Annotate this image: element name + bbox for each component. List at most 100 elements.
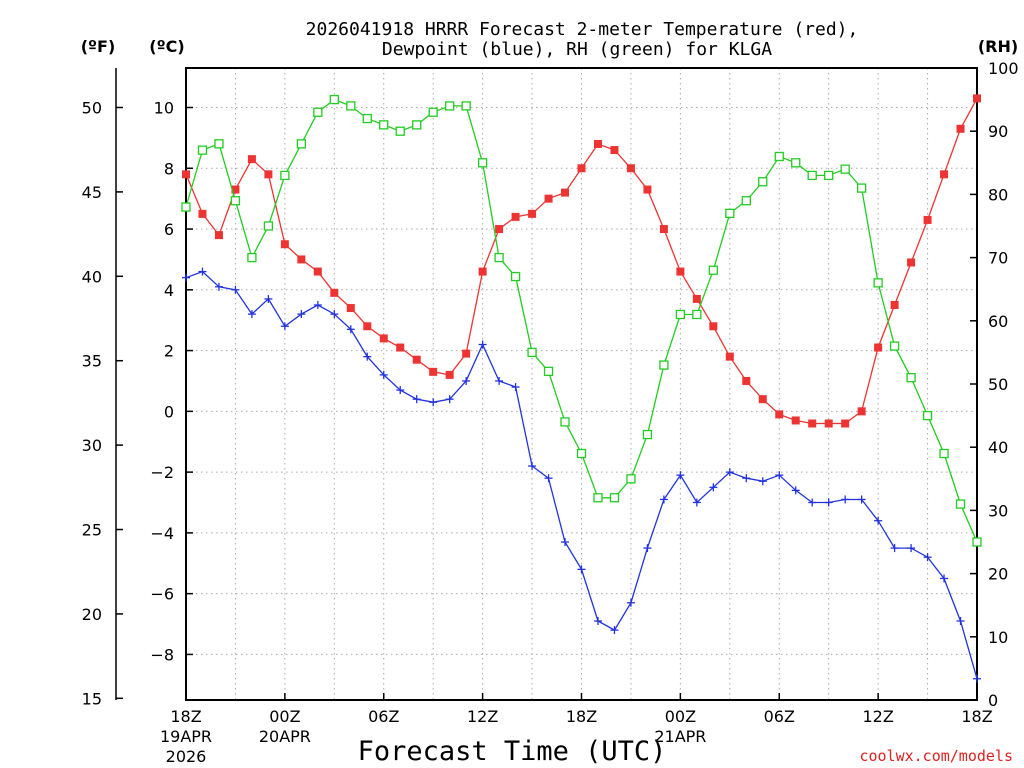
- rh-unit-label: (RH): [978, 37, 1018, 56]
- rh-point: [313, 107, 323, 117]
- temperature-point: [610, 146, 619, 155]
- rh-point: [824, 170, 834, 181]
- fahrenheit-tick-label: 25: [82, 521, 102, 540]
- rh-point: [939, 448, 949, 459]
- rh-point: [510, 271, 521, 282]
- temperature-point: [824, 419, 833, 428]
- rh-point: [247, 252, 257, 263]
- fahrenheit-tick-label: 45: [82, 183, 102, 202]
- rh-point: [972, 537, 982, 547]
- rh-point: [840, 164, 850, 174]
- temperature-point: [528, 209, 537, 218]
- rh-point: [659, 360, 669, 370]
- temperature-point: [511, 212, 520, 221]
- x-tick-date-label: 21APR: [654, 727, 706, 746]
- temperature-point: [495, 225, 504, 234]
- temperature-point: [280, 240, 289, 249]
- dewpoint-point: [544, 474, 553, 483]
- dewpoint-point: [478, 340, 487, 349]
- dewpoint-point: [676, 471, 685, 480]
- rh-point: [197, 145, 208, 155]
- x-tick-date-label: 20APR: [259, 727, 311, 746]
- dewpoint-point: [264, 294, 273, 303]
- x-tick-label: 18Z: [170, 707, 201, 726]
- temperature-point: [692, 294, 701, 303]
- x-tick-label: 06Z: [764, 707, 795, 726]
- temperature-point: [676, 267, 685, 276]
- celsius-tick-label: 4: [164, 281, 174, 300]
- temperature-point: [231, 185, 240, 194]
- temperature-point: [198, 209, 207, 218]
- temperature-point: [940, 170, 949, 179]
- fahrenheit-tick-label: 50: [82, 99, 102, 118]
- rh-point: [527, 347, 537, 358]
- rh-point: [889, 341, 900, 351]
- fahrenheit-tick-label: 40: [82, 267, 102, 286]
- dewpoint-point: [346, 325, 355, 334]
- rh-point: [412, 120, 422, 130]
- celsius-tick-label: 2: [164, 342, 174, 361]
- fahrenheit-tick-label: 20: [82, 605, 102, 624]
- temperature-point: [577, 164, 586, 173]
- rh-point: [296, 139, 307, 149]
- rh-tick-label: 100: [988, 59, 1019, 78]
- rh-point: [675, 309, 686, 320]
- temperature-point: [709, 322, 718, 331]
- temperature-point: [775, 410, 784, 419]
- dewpoint-point: [956, 617, 965, 625]
- temperature-point: [890, 301, 899, 309]
- dewpoint-point: [198, 267, 207, 276]
- rh-point: [263, 221, 274, 231]
- rh-point: [428, 107, 438, 117]
- celsius-tick-label: −2: [150, 463, 174, 482]
- dewpoint-point: [182, 273, 190, 282]
- rh-tick-label: 60: [988, 312, 1008, 331]
- temperature-point: [429, 367, 438, 376]
- dewpoint-point: [808, 498, 817, 507]
- dewpoint-point: [379, 370, 388, 379]
- rh-point: [346, 101, 356, 111]
- rh-tick-label: 20: [988, 565, 1008, 584]
- temperature-point: [643, 185, 652, 194]
- dewpoint-point: [511, 383, 520, 392]
- dewpoint-point: [412, 395, 421, 404]
- temperature-point: [214, 231, 223, 240]
- temperature-point: [264, 170, 273, 179]
- dewpoint-point: [593, 617, 602, 625]
- rh-point: [560, 417, 570, 427]
- temperature-point: [330, 288, 339, 297]
- rh-point: [477, 158, 488, 168]
- temperature-point: [791, 416, 800, 425]
- dewpoint-point: [363, 352, 372, 361]
- dewpoint-point: [297, 310, 306, 319]
- rh-point: [922, 410, 933, 421]
- temperature-point: [462, 349, 471, 358]
- x-tick-label: 00Z: [269, 707, 300, 726]
- temperature-point: [363, 322, 372, 331]
- celsius-tick-label: −4: [150, 524, 174, 543]
- rh-point: [642, 429, 653, 440]
- x-tick-label: 06Z: [368, 707, 399, 726]
- dewpoint-point: [791, 486, 800, 495]
- dewpoint-point: [857, 495, 866, 504]
- temperature-point: [907, 258, 916, 267]
- dewpoint-point: [231, 285, 240, 294]
- dewpoint-point: [396, 386, 405, 395]
- temperature-point: [758, 395, 767, 404]
- rh-point: [181, 202, 191, 212]
- rh-point: [494, 252, 504, 263]
- temperature-point: [313, 267, 322, 276]
- rh-tick-label: 40: [988, 438, 1008, 457]
- rh-tick-label: 90: [988, 122, 1008, 141]
- temperature-point: [297, 255, 306, 264]
- x-tick-label: 18Z: [566, 707, 597, 726]
- rh-point: [214, 139, 224, 149]
- dewpoint-point: [709, 483, 718, 492]
- dewpoint-point: [692, 498, 701, 507]
- temperature-point: [874, 343, 883, 352]
- x-tick-label: 12Z: [467, 707, 498, 726]
- dewpoint-point: [462, 376, 471, 385]
- rh-point: [543, 366, 554, 377]
- dewpoint-point: [528, 462, 537, 471]
